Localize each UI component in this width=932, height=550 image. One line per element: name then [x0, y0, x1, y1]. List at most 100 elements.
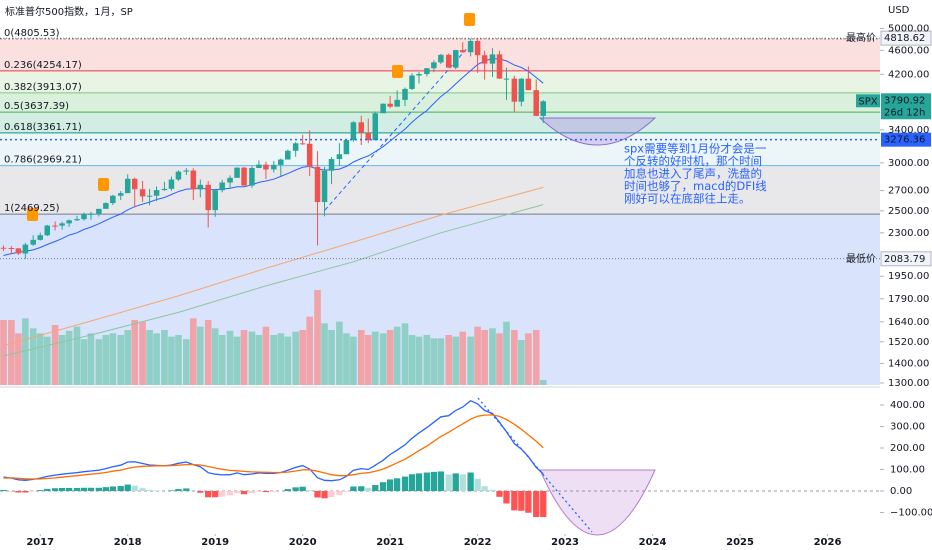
histogram-bar	[37, 490, 44, 492]
volume-bar	[240, 330, 248, 385]
histogram-bar	[336, 491, 343, 496]
candle-body	[372, 113, 379, 141]
histogram-bar	[0, 489, 7, 492]
annotation: 个反转的好时机，那个时间	[624, 154, 762, 168]
candle-body	[44, 225, 50, 236]
y-tick-label: 300.00	[890, 421, 925, 432]
candle-body	[387, 103, 393, 107]
volume-bar	[168, 336, 175, 385]
candle-body	[212, 190, 218, 211]
candle-body	[380, 103, 386, 114]
annotation: 时间也够了，macd的DFI线	[624, 179, 767, 193]
candle-body	[518, 78, 525, 102]
candle-body	[489, 54, 496, 64]
y-tick-label: 5000.00	[888, 23, 929, 34]
candle-body	[321, 170, 328, 203]
volume-bar	[459, 331, 467, 385]
event-marker	[27, 208, 38, 221]
price-box	[881, 132, 931, 147]
volume-bar	[393, 326, 401, 385]
x-tick-label: 2018	[114, 537, 142, 548]
volume-bar	[284, 336, 292, 385]
volume-bar	[481, 330, 488, 385]
candle-body	[459, 50, 466, 53]
trend-line	[477, 397, 593, 533]
candle-body	[424, 68, 430, 75]
histogram-bar	[124, 484, 131, 492]
candle-body	[124, 178, 131, 194]
candle-body	[481, 55, 488, 64]
volume-bar	[336, 321, 343, 385]
histogram-bar	[379, 482, 387, 492]
histogram-bar	[51, 488, 59, 492]
volume-bar	[539, 380, 547, 385]
candle-body	[153, 190, 160, 196]
histogram-bar	[474, 478, 481, 492]
candle-body	[183, 170, 190, 172]
candle-body	[241, 167, 247, 186]
volume-bar	[364, 335, 372, 385]
volume-bar	[15, 333, 22, 385]
candle-body	[343, 140, 350, 155]
histogram-bar	[350, 486, 357, 492]
histogram-bar	[240, 491, 248, 495]
histogram-bar	[328, 491, 335, 498]
trend-line	[324, 44, 471, 211]
moving-average	[3, 57, 544, 256]
histogram-bar	[168, 490, 175, 492]
candle-body	[197, 184, 204, 190]
candle-body	[15, 248, 22, 254]
histogram-bar	[430, 471, 438, 492]
fib-label: 0.382(3913.07)	[4, 82, 82, 93]
annotation: 刚好可以在底部往上走。	[624, 192, 751, 206]
volume-bar	[22, 318, 29, 385]
price-box	[880, 251, 932, 267]
histogram-bar	[437, 471, 445, 492]
volume-bar	[518, 340, 525, 385]
candle-body	[168, 179, 175, 189]
volume-bar	[299, 330, 306, 385]
histogram-bar	[146, 489, 153, 492]
candle-body	[306, 143, 313, 167]
volume-bar	[233, 336, 241, 385]
last-price: 3790.92	[884, 95, 925, 106]
volume-bar	[43, 336, 51, 385]
volume-bar	[292, 331, 299, 385]
y-tick-label: 3000.00	[888, 158, 929, 169]
histogram-bar	[372, 484, 379, 492]
histogram-bar	[401, 476, 409, 492]
volume-bar	[109, 333, 117, 385]
volume-bar	[153, 333, 160, 385]
candle-body	[409, 75, 415, 89]
volume-bar	[183, 339, 190, 385]
volume-bar	[408, 335, 416, 385]
candle-body	[431, 62, 437, 69]
histogram-bar	[15, 491, 22, 493]
chart-title: 标准普尔500指数，1月，SP	[5, 5, 133, 18]
event-markers	[27, 13, 475, 221]
histogram-bar	[467, 472, 474, 492]
candle-body	[467, 41, 474, 53]
candle-body	[66, 220, 72, 224]
histogram-bar	[22, 491, 29, 493]
candle-body	[525, 78, 532, 91]
volume-bar	[161, 330, 168, 385]
candle-body	[161, 188, 168, 191]
volume-bar	[255, 335, 263, 385]
candle-body	[59, 223, 65, 226]
volume-bar	[371, 331, 379, 385]
candle-body	[496, 54, 503, 79]
volume-bar	[474, 326, 481, 385]
price-box	[880, 30, 932, 46]
volume-bar	[248, 331, 256, 385]
annotation: 加息也进入了尾声，洗盘的	[624, 167, 762, 181]
volume-bar	[175, 335, 182, 385]
candle-body	[314, 166, 321, 203]
event-marker	[392, 65, 403, 78]
y-tick-label: 1300.00	[888, 378, 929, 389]
histogram-bar	[65, 488, 73, 492]
candle-body	[131, 178, 138, 190]
candle-body	[103, 203, 109, 209]
candle-body	[110, 195, 116, 204]
